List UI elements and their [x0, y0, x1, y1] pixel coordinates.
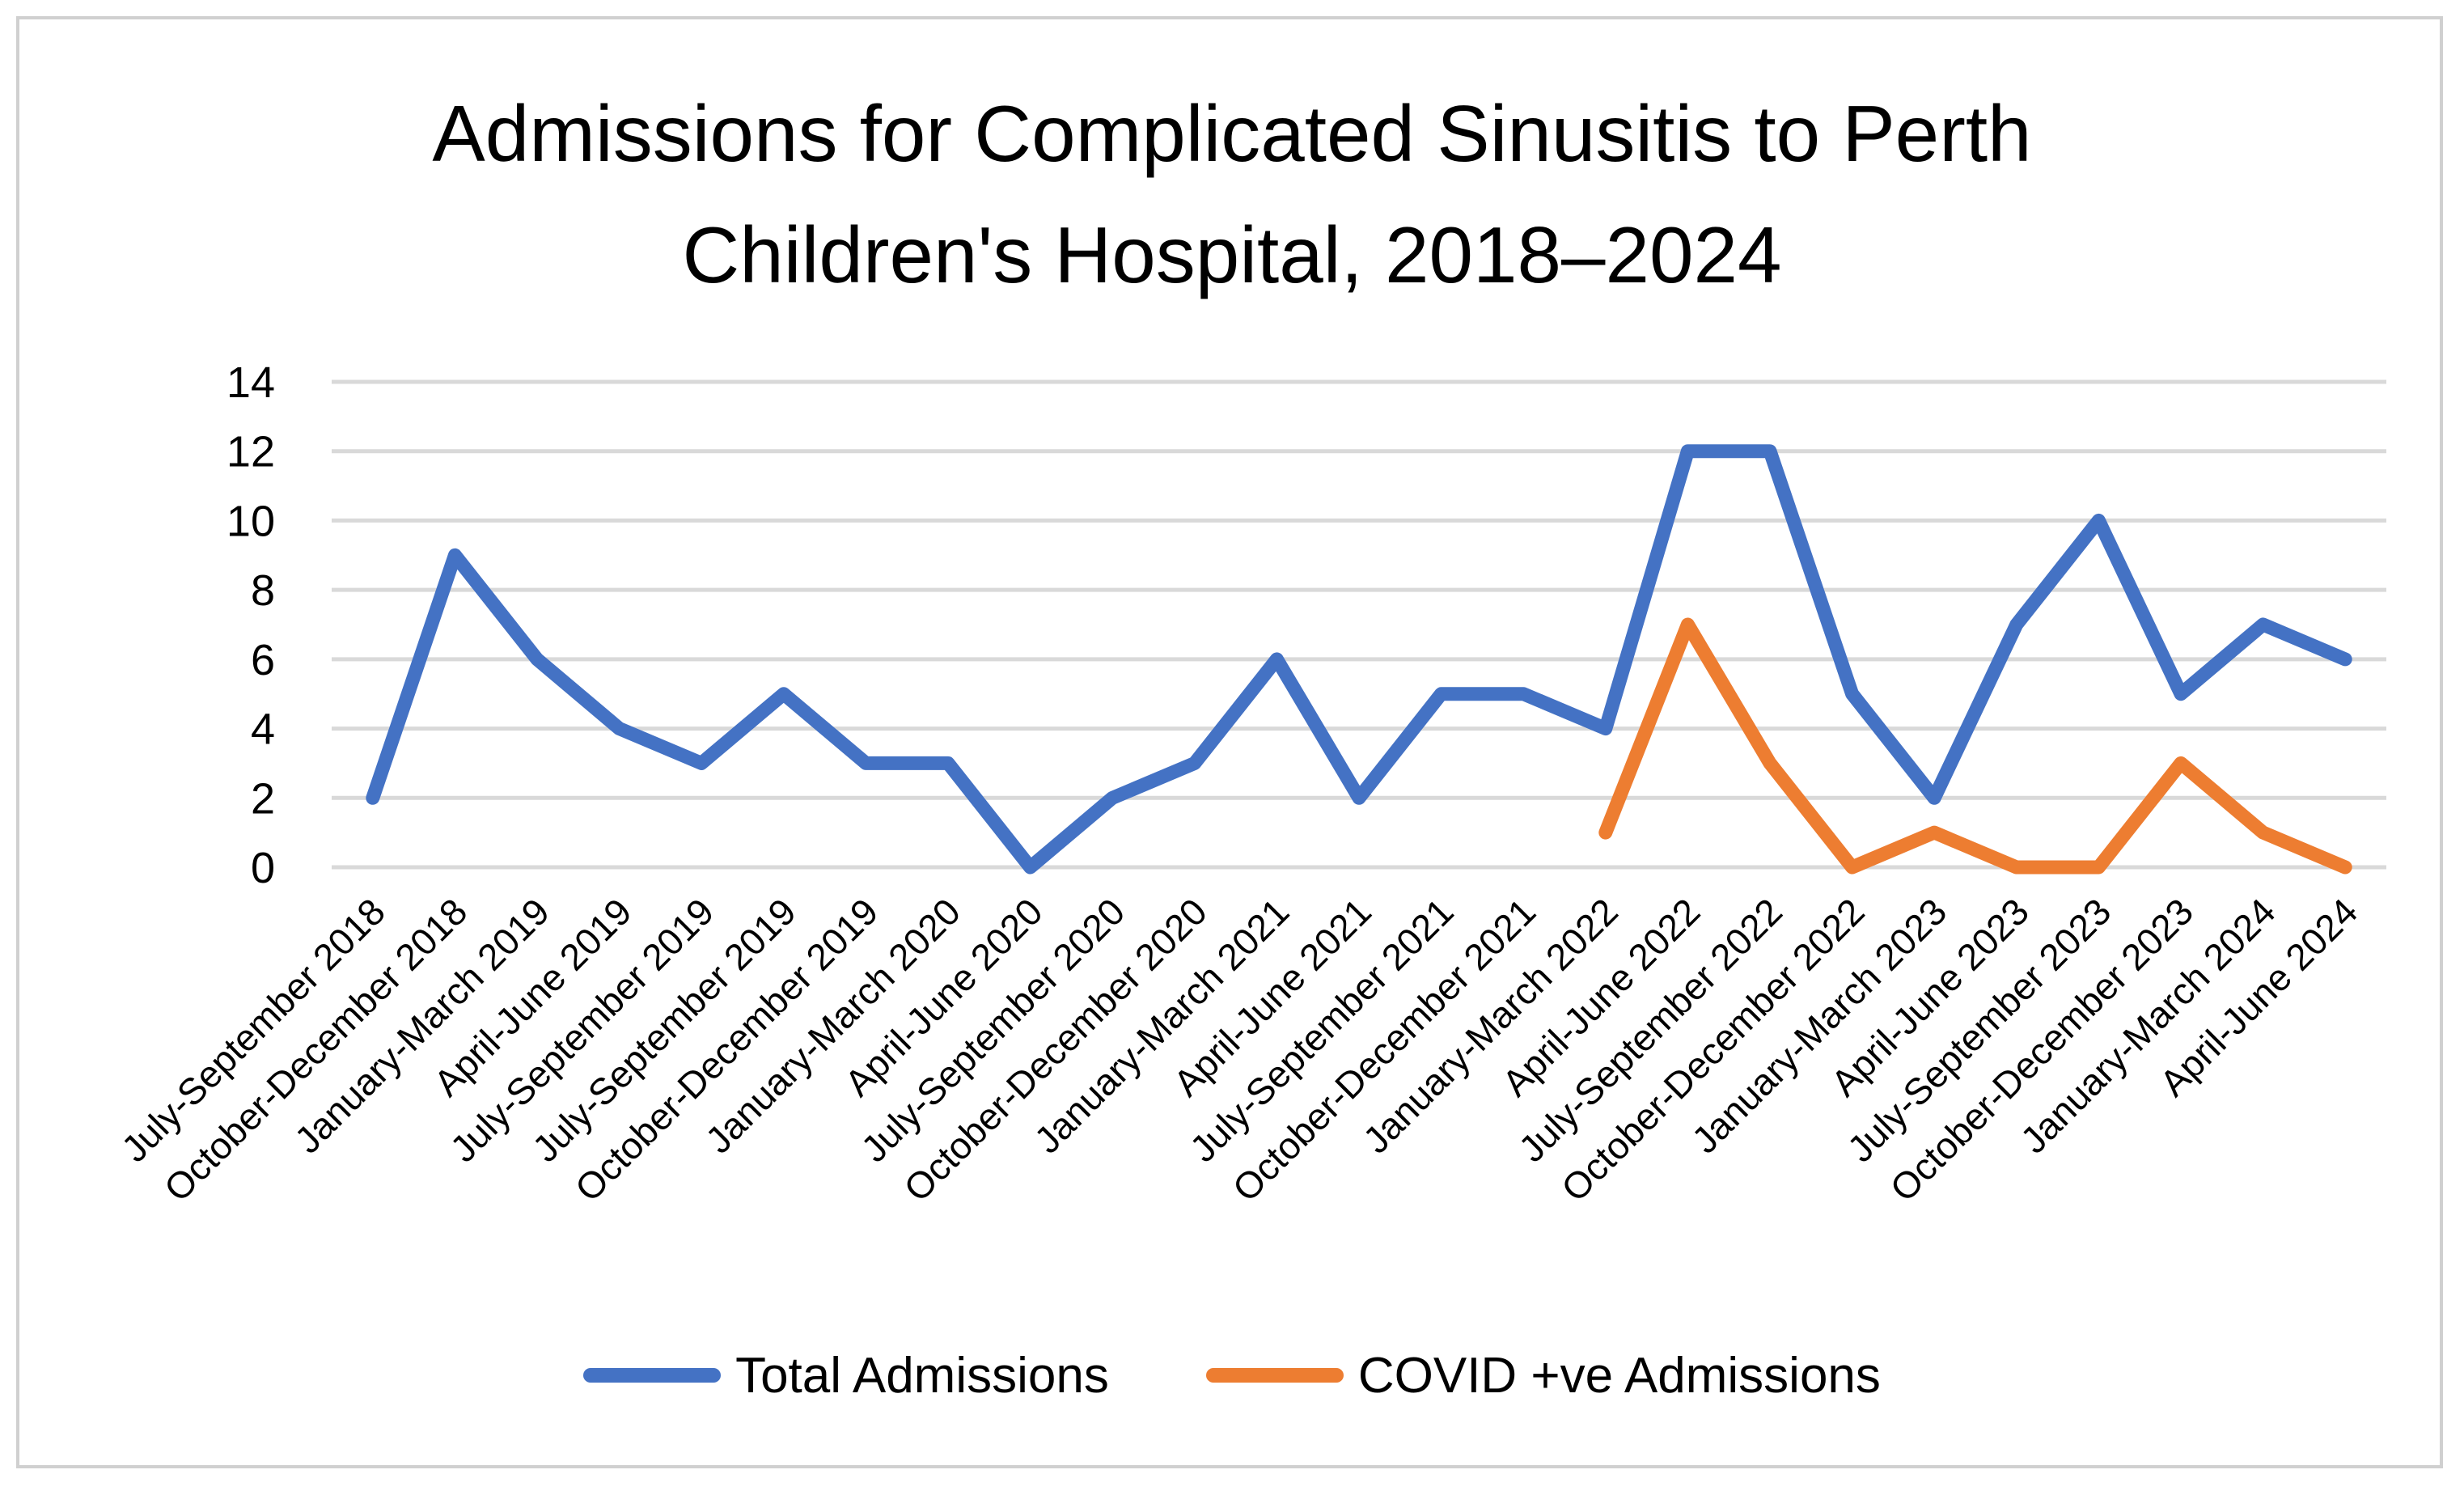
y-tick-label: 14 — [227, 358, 275, 407]
legend-label-covid: COVID +ve Admissions — [1357, 1347, 1881, 1404]
chart-title-line-1: Admissions for Complicated Sinusitis to … — [432, 89, 2032, 178]
legend-swatch-total — [583, 1368, 722, 1383]
y-tick-label: 2 — [251, 774, 275, 823]
legend-item-total: Total Admissions — [583, 1347, 1109, 1404]
legend-item-covid: COVID +ve Admissions — [1205, 1347, 1881, 1404]
y-tick-label: 6 — [251, 636, 275, 684]
y-tick-label: 8 — [251, 566, 275, 615]
legend-swatch-covid — [1205, 1368, 1344, 1383]
legend-label-total: Total Admissions — [735, 1347, 1109, 1404]
chart-frame — [16, 16, 2443, 1468]
y-tick-label: 0 — [251, 844, 275, 892]
y-tick-label: 10 — [227, 497, 275, 545]
chart-title: Admissions for Complicated Sinusitis to … — [0, 73, 2464, 316]
series-lines — [366, 444, 2352, 875]
y-tick-label: 4 — [251, 705, 275, 754]
series-line-total-admissions — [366, 444, 2352, 875]
y-tick-label: 12 — [227, 428, 275, 477]
chart-title-line-2: Children's Hospital, 2018–2024 — [682, 210, 1782, 299]
y-axis-ticks: 0 2 4 6 8 10 12 14 — [227, 358, 275, 892]
series-line-covid-admissions — [1598, 617, 2352, 875]
legend: Total Admissions COVID +ve Admissions — [0, 1339, 2464, 1412]
